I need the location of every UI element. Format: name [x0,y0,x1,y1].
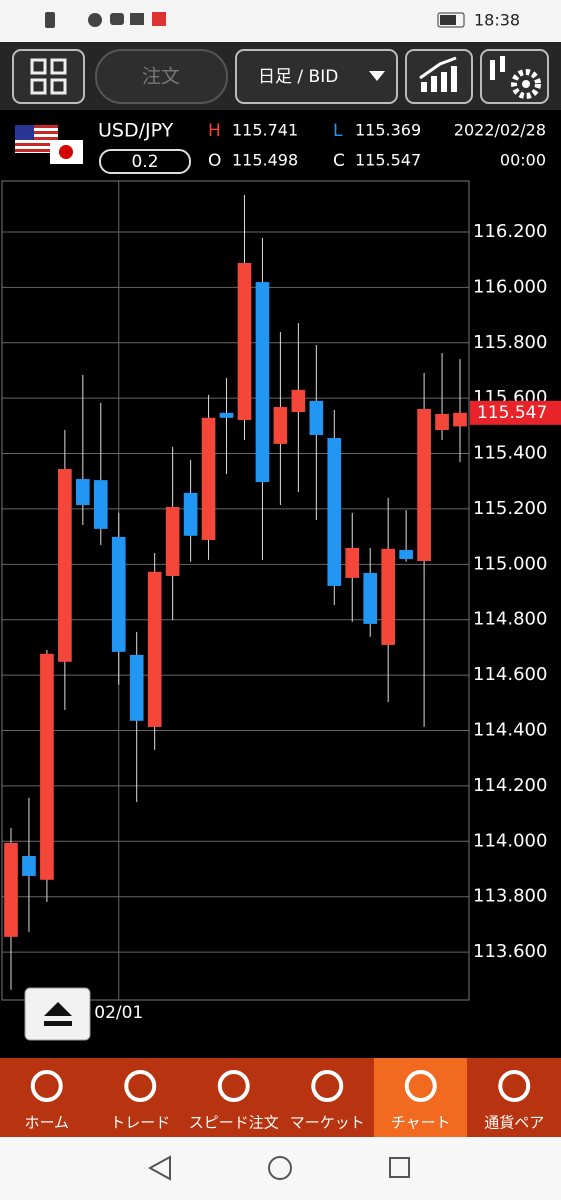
nav-label[interactable]: スピード注文 [189,1114,279,1132]
chart: 113.600 113.800 114.000 114.200 114.400 114.6… [2,181,561,1023]
menu-icon [30,58,67,95]
candle-body [273,407,288,444]
indicator-button[interactable] [405,49,473,104]
nav-label[interactable]: チャート [391,1114,451,1132]
y-tick-label: 116.200 [473,221,547,242]
back-button[interactable] [147,1155,171,1181]
y-tick-label: 113.800 [473,886,547,907]
open-value: 115.498 [232,151,298,170]
nav-label[interactable]: マーケット [290,1114,365,1132]
spread: 0.2 [131,152,158,172]
candle-body [417,408,431,562]
candle-body [40,653,54,880]
y-tick-label: 114.000 [473,830,547,851]
y-tick-label: 115.000 [473,553,547,574]
quote-header [0,110,561,180]
candle-body [363,572,378,624]
chart-background [0,180,561,1058]
candle-body [165,506,180,576]
nav-icon [498,1070,531,1102]
y-tick-label: 115.200 [473,498,547,519]
spread-pill [99,149,191,174]
high-label: H [208,121,221,141]
nav-icon [124,1070,157,1102]
candle-body [22,855,36,876]
candle-body [93,480,108,529]
close-value: 115.547 [355,151,421,170]
plot-border [1,180,470,1001]
y-tick-label: 113.600 [473,941,547,962]
order-button[interactable] [95,49,228,104]
eject-icon [44,1002,72,1026]
settings-icon [490,56,541,99]
candle-body [147,571,162,727]
y-tick-label: 115.400 [473,443,547,464]
battery-level [440,15,456,25]
y-tick-label: 114.200 [473,775,547,796]
nav-icon [404,1070,437,1102]
dropdown-arrow [369,71,385,81]
candle-body [201,417,216,540]
last-price-tag [470,400,561,425]
home-button[interactable] [268,1156,292,1180]
bottom-nav [0,1058,561,1137]
candle-body [129,654,144,721]
bar-date: 2022/02/28 [454,121,546,140]
y-tick-label: 114.400 [473,720,547,741]
system-nav [0,1137,561,1200]
candle-body [309,400,324,435]
y-tick-label: 115.800 [473,332,547,353]
battery [437,12,465,28]
jp-flag [50,140,83,164]
nav-items: ホーム トレード スピード注文 マーケット チャート 通貨ペア [24,1070,544,1132]
candle-body [399,549,413,560]
candle-body [219,412,234,418]
close-label: C [333,151,345,171]
nav-label[interactable]: トレード [110,1114,170,1132]
recents-button[interactable] [389,1157,410,1178]
candle-body [435,413,449,430]
candle-body [76,479,90,506]
last-price-label: 115.547 [477,403,547,423]
open-label: O [208,151,221,171]
candle-body [237,262,252,421]
indicator-icon [419,56,457,92]
status-icons [45,12,166,28]
us-flag [15,125,58,153]
nav-label[interactable]: 通貨ペア [484,1114,544,1132]
candle-body [58,469,72,662]
bar-time: 00:00 [500,151,546,170]
candle-body [327,438,342,586]
low-value: 115.369 [355,121,421,140]
nav-icon [30,1070,63,1102]
menu-button[interactable] [12,49,85,104]
symbol: USD/JPY [98,120,174,142]
order-label: 注文 [142,66,180,88]
x-tick-label: 02/01 [94,1003,143,1023]
y-tick-label: 114.800 [473,609,547,630]
timeframe-dropdown[interactable] [235,49,398,104]
timeframe-label: 日足 / BID [258,67,338,87]
y-tick-label: 116.000 [473,276,547,297]
candle-body [291,389,306,412]
nav-icon [311,1070,344,1102]
high-value: 115.741 [232,121,298,140]
candle-body [111,536,126,652]
candle-body [255,282,270,483]
candle-body [453,412,467,427]
candle-body [381,548,395,645]
y-tick-label: 114.600 [473,664,547,685]
nav-icon [217,1070,250,1102]
status-time: 18:38 [474,11,520,30]
candle-body [345,547,360,578]
candle-body [4,842,18,937]
candle-body [183,492,198,536]
nav-label[interactable]: ホーム [24,1114,69,1132]
low-label: L [333,121,343,141]
